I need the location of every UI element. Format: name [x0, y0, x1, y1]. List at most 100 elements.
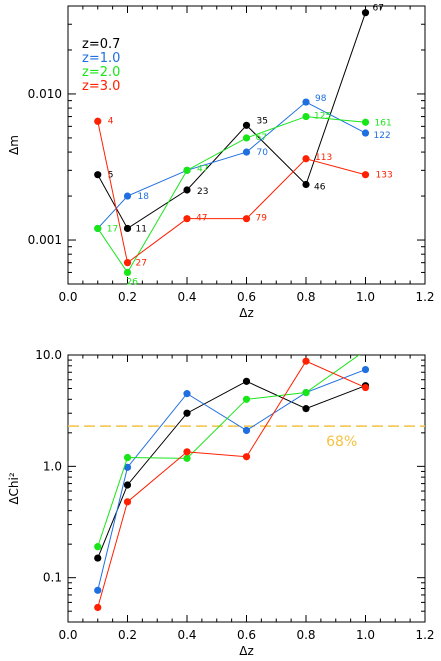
point-label: 47 [196, 214, 207, 224]
point-label: 67 [256, 133, 267, 143]
y-tick-label: 0.010 [28, 87, 62, 101]
data-point [302, 405, 310, 413]
x-tick-label: 1.2 [415, 628, 434, 642]
x-axis-label: Δz [239, 306, 254, 320]
data-point [183, 186, 191, 194]
series-line [97, 121, 366, 264]
data-point [302, 180, 310, 189]
x-tick-label: 0.8 [296, 628, 315, 642]
data-point [242, 453, 251, 461]
point-label: 125 [314, 112, 331, 122]
data-point [183, 166, 191, 174]
x-tick-label: 1.0 [356, 290, 375, 304]
legend-entry: z=1.0 [82, 51, 120, 66]
point-label: 35 [257, 116, 268, 126]
series-line [97, 380, 366, 559]
point-label: 122 [374, 131, 391, 141]
point-label: 23 [197, 187, 208, 197]
point-label: 4 [108, 116, 114, 126]
series-z=0.7 [94, 377, 370, 562]
data-point [302, 357, 310, 365]
data-point [361, 171, 370, 179]
series-z=2.0 [94, 347, 369, 551]
legend-entry: z=0.7 [82, 37, 120, 52]
point-label: 79 [256, 214, 268, 224]
data-point [302, 155, 310, 163]
point-label: 133 [376, 171, 393, 181]
data-point [94, 224, 102, 233]
y-axis-label: ΔChi² [7, 472, 21, 505]
x-tick-label: 0.2 [118, 628, 137, 642]
point-label: 17 [107, 224, 118, 234]
data-point [123, 268, 132, 277]
point-label: 161 [375, 118, 392, 128]
point-label: 70 [257, 148, 269, 158]
data-point [94, 554, 102, 562]
data-point [123, 481, 132, 489]
point-label: 113 [315, 153, 332, 163]
data-point [123, 498, 132, 506]
data-point [242, 377, 251, 385]
chart-panel-2: 0.0 0.2 0.4 0.6 0.8 1.0 1.2 0.1 1.0 10.0 Δz ΔChi² 68… [7, 347, 435, 658]
x-tick-label: 1.0 [356, 628, 375, 642]
point-label: 11 [136, 224, 147, 234]
data-point [183, 215, 191, 223]
data-point [362, 347, 369, 354]
series-z=0.7 [94, 9, 370, 233]
point-label: 18 [138, 192, 150, 202]
point-label: 98 [315, 94, 327, 104]
data-point [361, 9, 370, 17]
x-tick-label: 0.4 [177, 290, 196, 304]
data-point [242, 134, 251, 142]
x-tick-label: 0.6 [237, 290, 256, 304]
data-point [242, 395, 251, 403]
data-point [242, 121, 251, 129]
x-tick-label: 1.2 [415, 290, 434, 304]
data-point [183, 454, 191, 462]
data-point [94, 543, 102, 551]
data-point [361, 129, 370, 137]
x-tick-label: 0.4 [177, 628, 196, 642]
x-axis-label: Δz [239, 644, 254, 658]
point-label: 46 [314, 182, 326, 192]
data-point [123, 463, 132, 471]
x-tick-label: 0.0 [58, 628, 77, 642]
y-tick-label: 1.0 [43, 459, 62, 473]
plot-frame [67, 354, 426, 623]
data-point [302, 388, 310, 397]
series-z=3.0 [94, 357, 370, 612]
series-line [97, 360, 366, 608]
x-tick-label: 0.6 [237, 628, 256, 642]
x-tick-label: 0.8 [296, 290, 315, 304]
plot-frame [67, 5, 426, 285]
x-tick-label: 0.0 [58, 290, 77, 304]
data-point [183, 409, 191, 417]
series-line [97, 12, 366, 230]
series-line [97, 369, 366, 591]
data-point [123, 453, 132, 462]
reference-line-label: 68% [326, 434, 357, 450]
chart-panel-1: 0.0 0.2 0.4 0.6 0.8 1.0 1.2 0.001 0.010 Δz Δm 5 11 23… [7, 4, 435, 320]
point-label: 47 [197, 164, 208, 174]
x-tick-label: 0.2 [118, 290, 137, 304]
data-point [183, 448, 191, 456]
point-label: 26 [127, 277, 139, 287]
y-tick-label: 10.0 [35, 348, 62, 362]
y-axis-label: Δm [7, 135, 21, 155]
point-label: 5 [108, 171, 114, 181]
y-tick-label: 0.001 [28, 233, 62, 247]
series-line [97, 116, 366, 274]
series-z=3.0 [94, 117, 370, 267]
data-point [183, 390, 191, 398]
data-point [123, 259, 132, 267]
data-point [361, 383, 370, 392]
y-tick-label: 0.1 [43, 571, 62, 585]
data-point [302, 98, 310, 106]
series-line [97, 355, 360, 547]
data-point [242, 148, 251, 156]
legend-entry: z=2.0 [82, 65, 120, 80]
data-point [361, 365, 370, 374]
point-label: 67 [373, 4, 384, 14]
data-point [242, 426, 251, 435]
